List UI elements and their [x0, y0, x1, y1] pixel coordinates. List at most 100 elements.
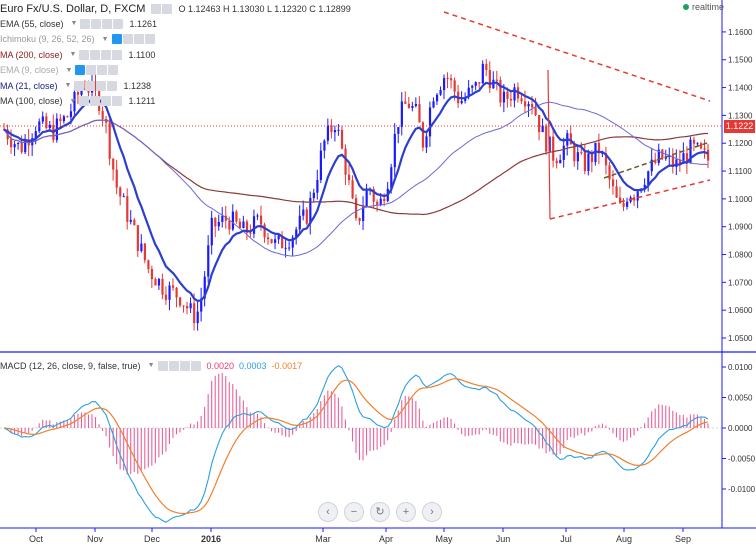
- eye-icon[interactable]: [74, 80, 85, 91]
- chevron-down-icon[interactable]: ▼: [65, 66, 73, 74]
- candle-body: [703, 148, 706, 150]
- eye-icon[interactable]: [79, 96, 90, 106]
- eye-icon[interactable]: [80, 18, 91, 29]
- symbol-title[interactable]: Euro Fx/U.S. Dollar, D, FXCM: [0, 3, 146, 15]
- candle-body: [414, 104, 418, 106]
- vertical-trendline: [547, 69, 551, 220]
- candle-body: [418, 104, 421, 123]
- candle-body: [270, 239, 273, 243]
- macd-name[interactable]: MACD (12, 26, close, 9, false, true): [0, 360, 141, 371]
- chevron-down-icon[interactable]: ▼: [64, 82, 72, 89]
- code-icon[interactable]: [179, 360, 190, 371]
- indicator-buttons[interactable]: [79, 96, 123, 106]
- close-icon[interactable]: [107, 80, 118, 91]
- ma100-line: [3, 101, 709, 257]
- header-buttons[interactable]: [151, 4, 173, 14]
- chevron-down-icon[interactable]: ▼: [70, 20, 78, 27]
- candle-body: [112, 158, 115, 170]
- candle-body: [615, 186, 618, 198]
- reset-button[interactable]: ↻: [370, 502, 390, 522]
- candle-body: [435, 94, 439, 102]
- settings-icon[interactable]: [90, 49, 101, 60]
- settings-icon[interactable]: [151, 4, 162, 14]
- candle-body: [393, 133, 396, 168]
- indicator-buttons[interactable]: [75, 65, 119, 75]
- candle-body: [495, 79, 498, 81]
- candle-body: [340, 129, 344, 149]
- close-icon[interactable]: [144, 34, 155, 44]
- settings-icon[interactable]: [91, 18, 102, 29]
- indicator-name[interactable]: MA (100, close): [0, 96, 63, 106]
- chevron-down-icon[interactable]: ▼: [101, 35, 109, 43]
- code-icon[interactable]: [101, 49, 112, 60]
- eye-icon[interactable]: [111, 34, 122, 44]
- candle-body: [83, 88, 87, 90]
- zoom-out-button[interactable]: −: [344, 502, 364, 522]
- macd-tick-label: 0.0100: [728, 363, 753, 372]
- ohlc-readout: O 1.12463 H 1.13030 L 1.12320 C 1.12899: [178, 4, 351, 14]
- y-tick-label: 1.1200: [728, 139, 753, 148]
- indicator-buttons[interactable]: [74, 80, 118, 91]
- indicator-row: Ichimoku (9, 26, 52, 26) ▼: [0, 32, 161, 47]
- indicator-name[interactable]: Ichimoku (9, 26, 52, 26): [0, 34, 95, 44]
- candle-body: [20, 142, 23, 153]
- settings-icon[interactable]: [86, 65, 97, 75]
- settings-icon[interactable]: [85, 80, 96, 91]
- candle-body: [428, 107, 432, 137]
- candle-body: [256, 215, 259, 217]
- settings-icon[interactable]: [122, 34, 133, 44]
- candle-body: [182, 305, 185, 307]
- close-icon[interactable]: [112, 96, 123, 106]
- x-tick-label: Aug: [616, 534, 632, 544]
- candle-body: [277, 235, 280, 240]
- code-icon[interactable]: [97, 65, 108, 75]
- candle-body: [685, 153, 689, 164]
- scroll-right-button[interactable]: ›: [422, 502, 442, 522]
- candle-body: [337, 129, 340, 131]
- chevron-down-icon[interactable]: ▼: [69, 51, 77, 58]
- candle-body: [622, 202, 625, 207]
- indicator-value: 1.1238: [123, 80, 151, 91]
- close-icon[interactable]: [113, 18, 124, 29]
- candle-body: [267, 237, 270, 240]
- code-icon[interactable]: [102, 18, 113, 29]
- candle-body: [242, 221, 245, 229]
- settings-icon[interactable]: [168, 360, 179, 371]
- candle-body: [407, 103, 410, 109]
- candle-body: [555, 160, 558, 164]
- code-icon[interactable]: [96, 80, 107, 91]
- chevron-down-icon[interactable]: ▼: [69, 97, 77, 105]
- code-icon[interactable]: [101, 96, 112, 106]
- indicator-buttons[interactable]: [111, 34, 155, 44]
- indicator-name[interactable]: EMA (55, close): [0, 18, 64, 29]
- macd-buttons[interactable]: [157, 360, 201, 371]
- code-icon[interactable]: [133, 34, 144, 44]
- chevron-down-icon[interactable]: ▼: [147, 362, 155, 369]
- close-icon[interactable]: [108, 65, 119, 75]
- indicator-name[interactable]: MA (21, close): [0, 80, 58, 91]
- candle-body: [580, 152, 583, 154]
- candle-body: [425, 136, 428, 148]
- indicator-name[interactable]: EMA (9, close): [0, 65, 59, 75]
- candle-body: [10, 139, 13, 148]
- macd-line: [3, 365, 709, 523]
- close-icon[interactable]: [190, 360, 201, 371]
- eye-icon[interactable]: [157, 360, 168, 371]
- candle-body: [583, 152, 586, 172]
- candle-body: [559, 159, 562, 164]
- eye-icon[interactable]: [75, 65, 86, 75]
- indicator-name[interactable]: MA (200, close): [0, 49, 63, 60]
- scroll-left-button[interactable]: ‹: [318, 502, 338, 522]
- indicator-buttons[interactable]: [80, 18, 124, 29]
- ema-line: [3, 81, 709, 303]
- candle-body: [175, 287, 178, 298]
- zoom-in-button[interactable]: +: [396, 502, 416, 522]
- eye-icon[interactable]: [79, 49, 90, 60]
- settings-icon[interactable]: [90, 96, 101, 106]
- candle-body: [538, 115, 541, 133]
- close-icon[interactable]: [112, 49, 123, 60]
- close-icon[interactable]: [162, 4, 173, 14]
- indicator-buttons[interactable]: [79, 49, 123, 60]
- candle-body: [534, 107, 537, 116]
